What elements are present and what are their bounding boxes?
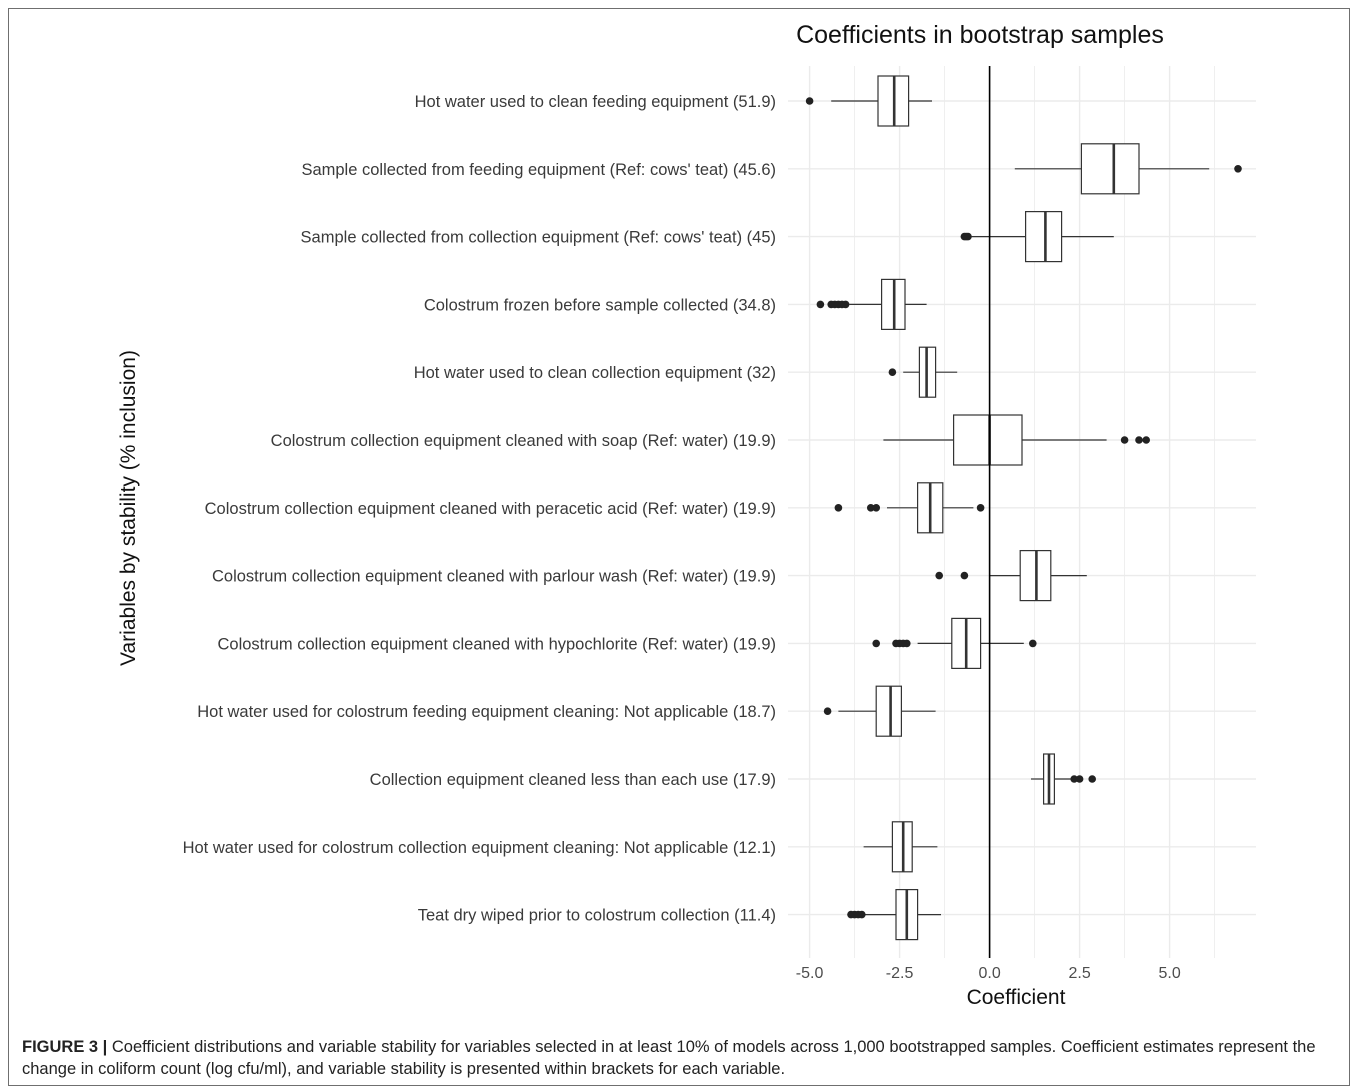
y-axis-label: Variables by stability (% inclusion) <box>117 350 140 666</box>
x-axis-label: Coefficient <box>967 986 1066 1009</box>
category-label: Colostrum collection equipment cleaned w… <box>217 635 776 653</box>
outlier-point <box>1142 436 1150 444</box>
category-label: Sample collected from feeding equipment … <box>301 161 776 179</box>
box-1 <box>805 75 932 127</box>
figure-frame <box>8 8 1350 1086</box>
outlier-point <box>1075 775 1084 783</box>
x-tick-label: 2.5 <box>1068 965 1090 982</box>
outlier-point <box>1234 165 1242 173</box>
boxplot-chart: Hot water used to clean feeding equipmen… <box>117 21 1256 1009</box>
category-label: Colostrum frozen before sample collected… <box>424 296 776 314</box>
caption-label: FIGURE 3 | <box>22 1038 108 1056</box>
outlier-point <box>1120 436 1129 444</box>
outlier-point <box>1088 775 1096 783</box>
outlier-point <box>976 504 985 512</box>
category-label: Colostrum collection equipment cleaned w… <box>205 500 776 518</box>
outlier-point <box>816 300 825 309</box>
x-tick-label: -2.5 <box>886 965 914 982</box>
outlier-point <box>964 232 972 241</box>
box-11 <box>1031 753 1096 805</box>
caption-text: Coefficient distributions and variable s… <box>22 1038 1316 1078</box>
x-tick-label: 5.0 <box>1158 965 1180 982</box>
category-label: Hot water used to clean collection equip… <box>414 364 776 382</box>
box-8 <box>935 549 1087 602</box>
chart-title: Coefficients in bootstrap samples <box>796 21 1164 49</box>
outlier-point <box>1070 775 1078 783</box>
outlier-point <box>841 300 850 309</box>
category-label: Hot water used to clean feeding equipmen… <box>415 93 776 111</box>
box-10 <box>823 685 936 737</box>
grid <box>788 66 1256 958</box>
figure-caption: FIGURE 3 | Coefficient distributions and… <box>22 1036 1342 1080</box>
category-label: Colostrum collection equipment cleaned w… <box>271 432 776 450</box>
box-iqr <box>875 685 903 737</box>
x-tick-label: 0.0 <box>978 965 1000 982</box>
box-7 <box>834 482 985 534</box>
outlier-point <box>903 639 911 648</box>
box-9 <box>872 617 1037 670</box>
box-2 <box>1014 143 1242 195</box>
box-3 <box>960 211 1114 263</box>
outlier-point <box>872 639 880 648</box>
category-label: Sample collected from collection equipme… <box>301 229 776 247</box>
outlier-point <box>1135 436 1143 444</box>
outlier-point <box>867 504 875 512</box>
x-tick-labels: -5.0 -2.5 0.0 2.5 5.0 <box>796 965 1181 982</box>
category-label: Collection equipment cleaned less than e… <box>370 771 776 789</box>
category-label: Teat dry wiped prior to colostrum collec… <box>418 907 776 925</box>
box-iqr <box>1080 143 1140 195</box>
outlier-point <box>834 504 843 512</box>
box-4 <box>816 278 927 330</box>
box-iqr <box>952 414 1023 466</box>
box-6 <box>883 414 1150 466</box>
box-iqr <box>1024 211 1063 263</box>
outlier-point <box>872 504 880 512</box>
category-labels: Hot water used to clean feeding equipmen… <box>183 93 776 925</box>
outlier-point <box>858 910 866 919</box>
outlier-point <box>960 571 969 580</box>
category-label: Hot water used for colostrum collection … <box>183 839 776 857</box>
category-label: Hot water used for colostrum feeding equ… <box>197 703 776 721</box>
box-12 <box>863 821 938 873</box>
outlier-point <box>805 97 814 105</box>
outlier-point <box>888 368 897 377</box>
box-5 <box>888 346 958 398</box>
outlier-point <box>823 707 832 715</box>
outlier-point <box>1029 639 1037 648</box>
x-tick-label: -5.0 <box>796 965 824 982</box>
box-13 <box>847 888 941 941</box>
category-label: Colostrum collection equipment cleaned w… <box>212 568 776 586</box>
outlier-point <box>935 571 943 580</box>
boxplot-series <box>805 75 1242 941</box>
